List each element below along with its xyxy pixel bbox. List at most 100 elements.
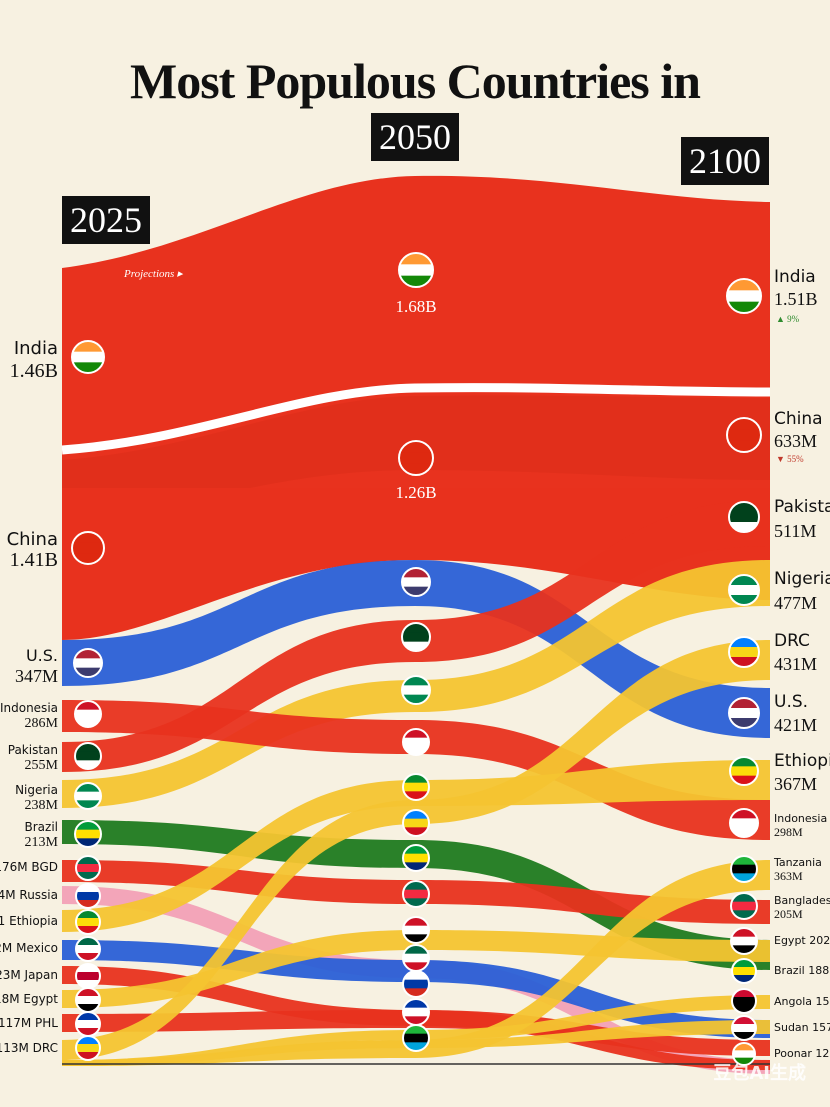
china-flag-icon [726, 417, 762, 453]
philippines-flag-icon [402, 998, 430, 1026]
ethiopia-flag-icon [75, 909, 101, 935]
left-label-value-6: 213M [25, 835, 59, 850]
bangladesh-flag-icon [402, 880, 430, 908]
indonesia-flag-icon [729, 808, 759, 838]
indonesia-ribbon [62, 700, 770, 840]
bangladesh-flag-icon [75, 855, 101, 881]
left-label-value-3: 286M [25, 716, 59, 731]
left-label-9: 31 Ethiopia [0, 914, 58, 928]
us-flag-icon [73, 648, 103, 678]
right-label-14: Poonar 12 [774, 1047, 829, 1060]
mexico-flag-icon [75, 936, 101, 962]
us-flag-icon [401, 567, 431, 597]
right-label-value-5: 421M [774, 715, 817, 735]
left-label-value-1: 1.41B [10, 549, 58, 571]
right-label-value-2: 511M [774, 521, 816, 541]
india-flag-icon [71, 340, 105, 374]
right-label-name-6: Ethiopia [774, 751, 830, 771]
tanzania-flag-icon [730, 855, 758, 883]
russia-flag-icon [402, 970, 430, 998]
drc-ribbon [62, 640, 770, 1060]
mid-label-india-value: 1.68B [395, 297, 436, 316]
drc-flag-icon [402, 809, 430, 837]
pakistan-flag-icon [74, 742, 102, 770]
right-label-13: Sudan 157 [774, 1021, 830, 1034]
india-china-separator [61, 383, 771, 455]
left-label-name-3: Indonesia [0, 701, 58, 715]
right-label-name-8: Tanzania [773, 856, 822, 869]
right-label-name-1: China [774, 409, 823, 429]
right-label-value-6: 367M [774, 774, 817, 794]
right-label-value-7: 298M [774, 825, 803, 839]
right-label-11: Brazil 188M [774, 964, 830, 977]
russia-flag-icon [75, 883, 101, 909]
us-ribbon [62, 560, 770, 738]
right-label-value-3: 477M [774, 593, 817, 613]
projections-annotation: Projections ▸ [123, 268, 184, 280]
right-label-change-india: ▲ 9% [776, 314, 800, 324]
left-label-name-1: China [7, 529, 58, 550]
japan-flag-icon [75, 963, 101, 989]
right-label-name-2: Pakista [774, 497, 830, 517]
ethiopia-flag-icon [402, 773, 430, 801]
tanzania-ribbon [62, 860, 770, 1066]
right-label-value-0: 1.51B [774, 289, 818, 309]
brazil-flag-icon [731, 958, 757, 984]
right-label-name-5: U.S. [774, 692, 808, 712]
egypt-flag-icon [75, 987, 101, 1013]
drc-flag-icon [75, 1035, 101, 1061]
left-label-10: 2M Mexico [0, 941, 58, 955]
mid-label-china-value: 1.26B [395, 483, 436, 502]
left-label-name-5: Nigeria [15, 783, 58, 797]
pakistan-flag-icon [401, 622, 431, 652]
china-flag-icon [71, 531, 105, 565]
indonesia-flag-icon [74, 700, 102, 728]
mexico-flag-icon [402, 944, 430, 972]
india-flag-icon [726, 278, 762, 314]
drc-flag-icon [728, 636, 760, 668]
right-label-10: Egypt 202M [774, 934, 830, 947]
left-label-8: 4M Russia [0, 888, 58, 902]
egypt-flag-icon [730, 927, 758, 955]
tanzania-flag-icon [402, 1024, 430, 1052]
egypt-flag-icon [402, 916, 430, 944]
left-label-name-0: India [14, 338, 58, 359]
nigeria-flag-icon [74, 782, 102, 810]
year-label-2025: 2025 [62, 196, 150, 244]
right-label-name-3: Nigeria [774, 569, 830, 589]
right-label-name-4: DRC [774, 631, 810, 651]
left-label-name-4: Pakistan [8, 743, 58, 757]
philippines-flag-icon [75, 1011, 101, 1037]
right-label-value-4: 431M [774, 654, 817, 674]
left-label-11: 23M Japan [0, 968, 58, 982]
chart-title: Most Populous Countries in [130, 53, 701, 109]
china-flag-icon [398, 440, 434, 476]
watermark: 豆包AI生成 [713, 1063, 806, 1084]
right-label-name-0: India [774, 267, 816, 287]
india-flag-icon [732, 1042, 756, 1066]
right-label-name-7: Indonesia [774, 812, 827, 825]
pakistan-upper-ribbon [62, 488, 770, 550]
year-label-2100: 2100 [681, 137, 769, 185]
nigeria-flag-icon [401, 675, 431, 705]
nigeria-flag-icon [728, 574, 760, 606]
sudan-flag-icon [731, 1015, 757, 1041]
left-label-12: 18M Egypt [0, 992, 58, 1006]
us-flag-icon [728, 697, 760, 729]
brazil-flag-icon [74, 820, 102, 848]
left-label-value-0: 1.46B [10, 360, 58, 382]
right-label-value-1: 633M [774, 431, 817, 451]
angola-flag-icon [731, 988, 757, 1014]
right-label-value-8: 363M [774, 869, 803, 883]
left-label-value-5: 238M [25, 798, 59, 813]
left-label-14: 113M DRC [0, 1041, 58, 1055]
ethiopia-flag-icon [729, 756, 759, 786]
india-flag-icon [398, 252, 434, 288]
bangladesh-flag-icon [730, 892, 758, 920]
left-label-value-2: 347M [15, 666, 58, 686]
right-label-change-china: ▼ 55% [776, 454, 804, 464]
year-label-2050: 2050 [371, 113, 459, 161]
angola-ribbon [62, 995, 770, 1064]
left-label-name-6: Brazil [25, 820, 59, 834]
